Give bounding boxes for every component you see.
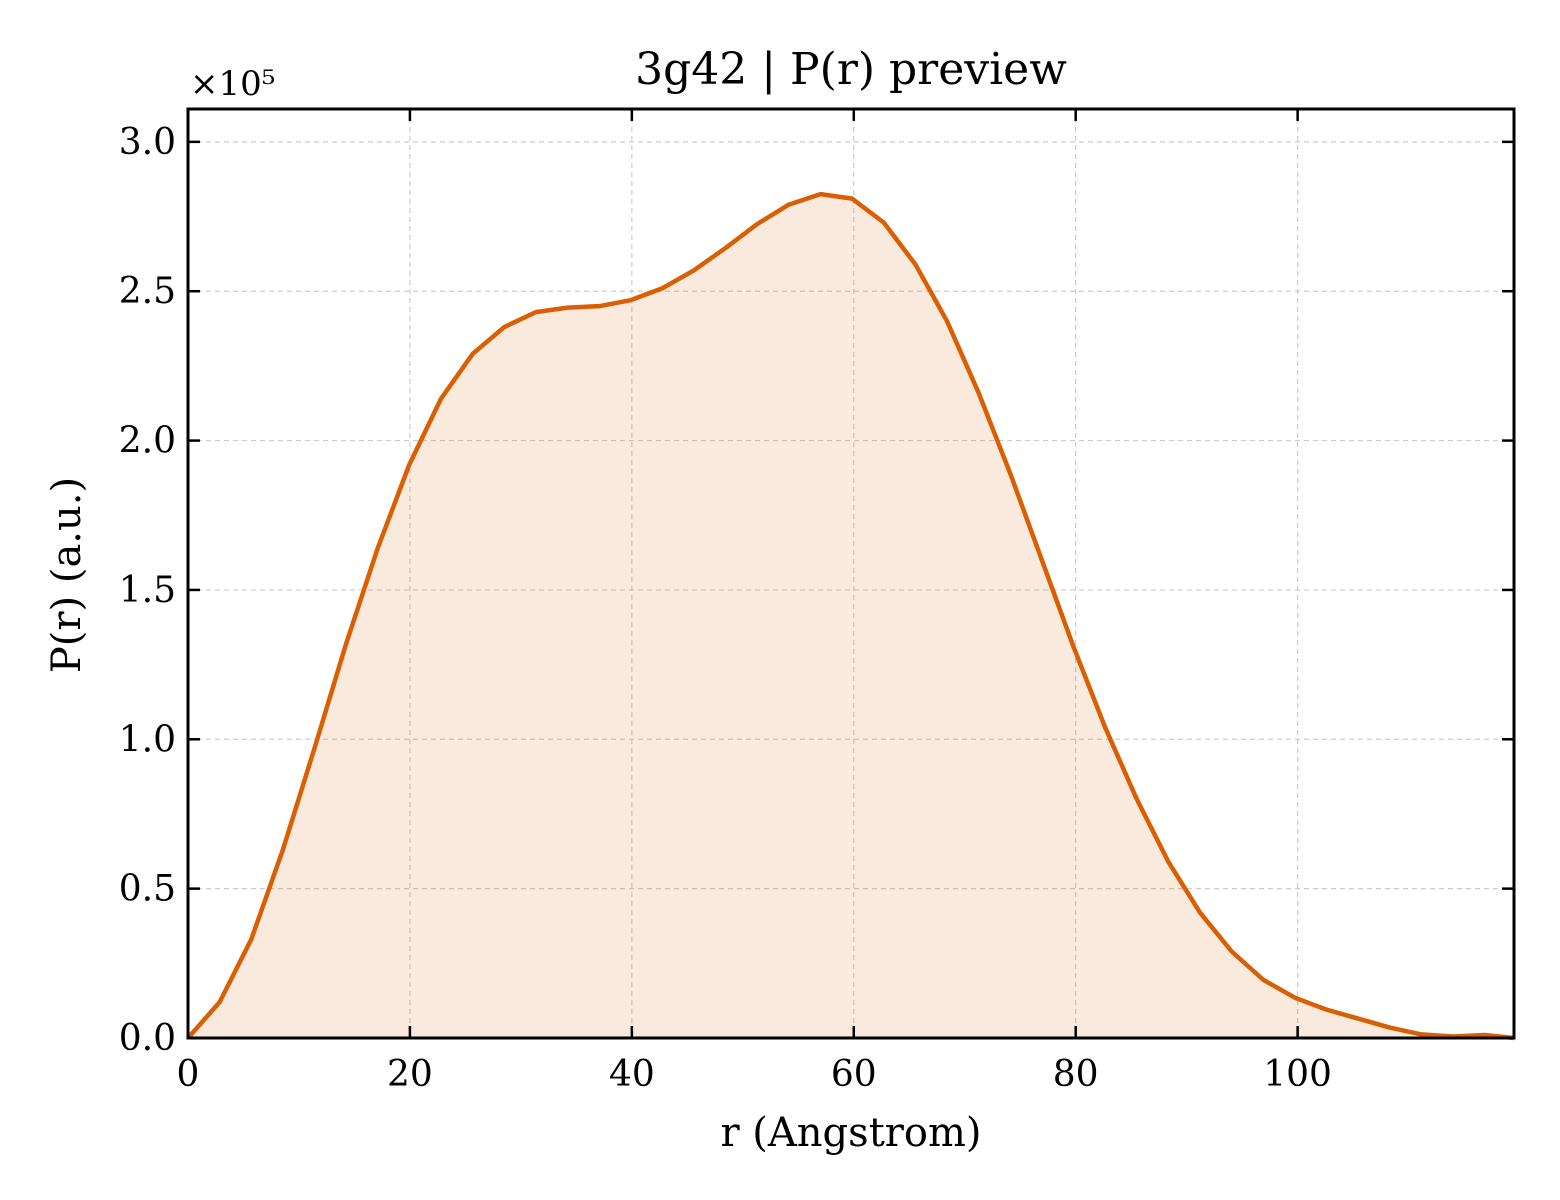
y-tick-label: 3.0 [119, 122, 176, 163]
x-tick-label: 0 [177, 1054, 200, 1095]
y-multiplier-label: ×10⁵ [190, 64, 275, 104]
x-tick-label: 100 [1263, 1054, 1332, 1095]
y-tick-label: 1.5 [119, 570, 176, 611]
x-tick-labels: 0 20 40 60 80 100 [177, 1054, 1332, 1095]
x-axis-label: r (Angstrom) [720, 1110, 981, 1156]
plot-frame [186, 107, 1516, 1040]
grid-lines [188, 109, 1514, 1038]
x-tick-label: 20 [387, 1054, 433, 1095]
area-fill [188, 194, 1514, 1038]
series-line [186, 191, 1515, 1041]
x-tick-label: 80 [1053, 1054, 1099, 1095]
x-tick-label: 40 [609, 1054, 655, 1095]
y-tick-label: 2.5 [119, 271, 176, 312]
y-tick-labels: 0.0 0.5 1.0 1.5 2.0 2.5 3.0 [119, 122, 176, 1059]
x-tick-label: 60 [831, 1054, 877, 1095]
chart-title: 3g42 | P(r) preview [635, 44, 1067, 95]
y-tick-label: 2.0 [119, 421, 176, 462]
y-tick-label: 0.5 [119, 869, 176, 910]
y-tick-label: 0.0 [119, 1018, 176, 1059]
y-tick-label: 1.0 [119, 719, 176, 760]
y-axis-label: P(r) (a.u.) [44, 477, 90, 673]
